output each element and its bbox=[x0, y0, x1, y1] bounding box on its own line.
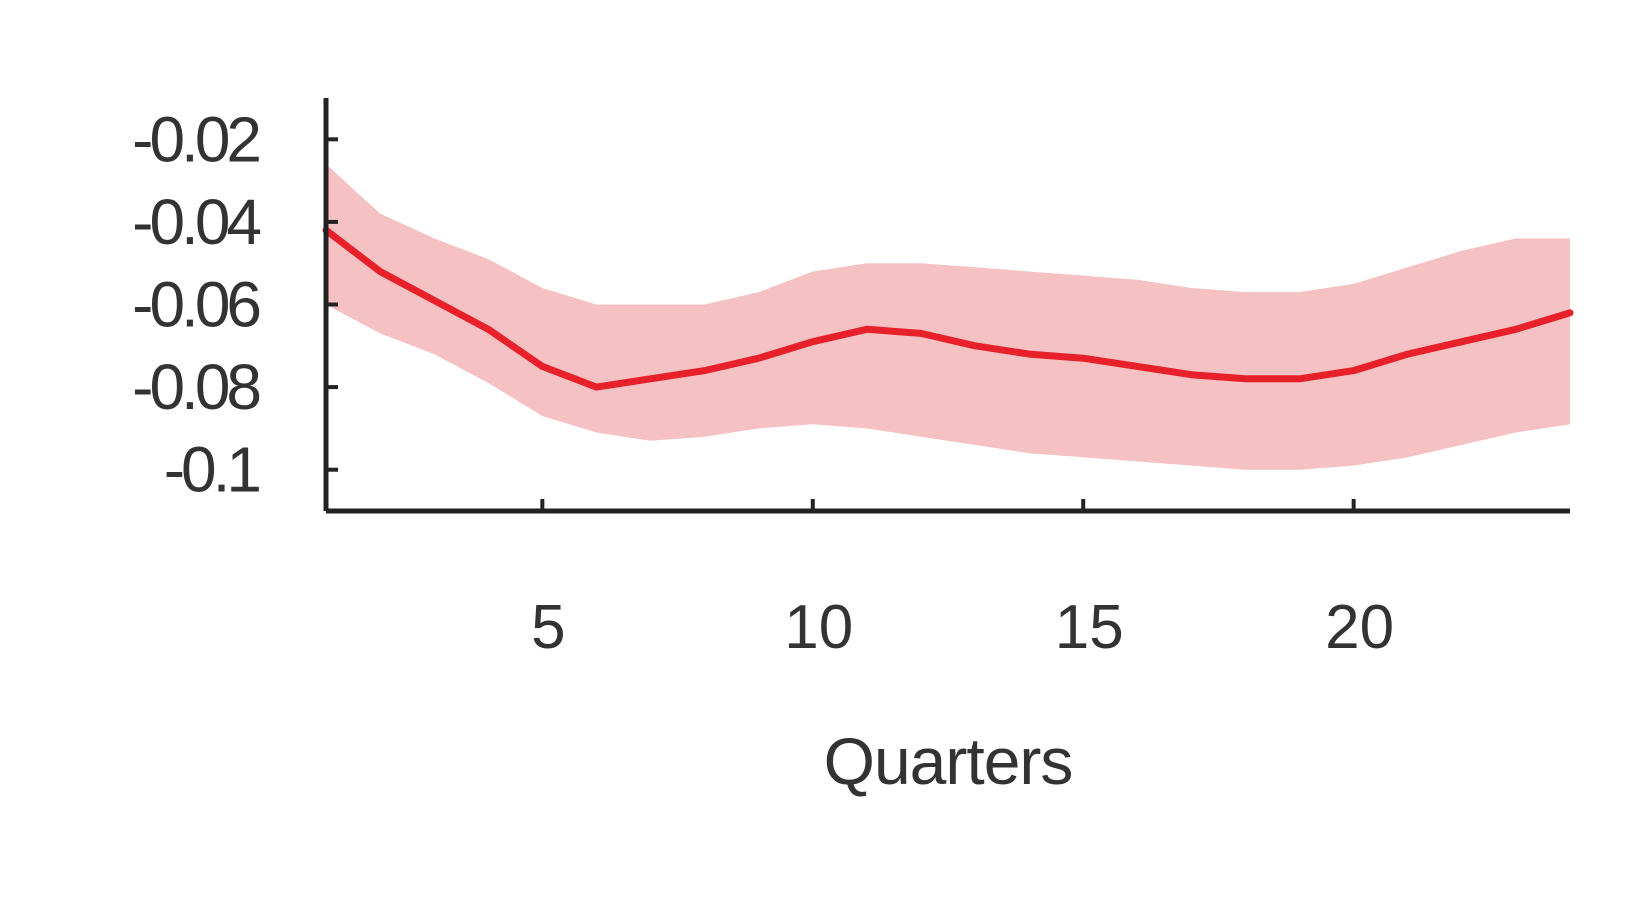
y-tick-label: -0.04 bbox=[132, 186, 260, 258]
x-axis-title: Quarters bbox=[824, 724, 1073, 798]
confidence-band bbox=[326, 164, 1570, 470]
series-line-layer bbox=[322, 226, 1574, 391]
series-line bbox=[322, 226, 1574, 391]
y-tick-label: -0.1 bbox=[164, 434, 260, 506]
x-tick-label: 5 bbox=[531, 593, 565, 662]
y-tick-label: -0.02 bbox=[132, 103, 259, 175]
y-tick-label: -0.06 bbox=[132, 269, 259, 341]
confidence-band-layer bbox=[326, 164, 1570, 470]
y-tick-label: -0.08 bbox=[132, 351, 259, 423]
x-tick-label: 20 bbox=[1325, 593, 1394, 662]
x-tick-label: 10 bbox=[784, 593, 853, 662]
x-tick-label: 15 bbox=[1055, 593, 1124, 662]
x-ticks: 5 10 15 20 bbox=[531, 499, 1394, 662]
y-ticks: -0.02 -0.04 -0.06 -0.08 -0.1 bbox=[132, 103, 338, 506]
